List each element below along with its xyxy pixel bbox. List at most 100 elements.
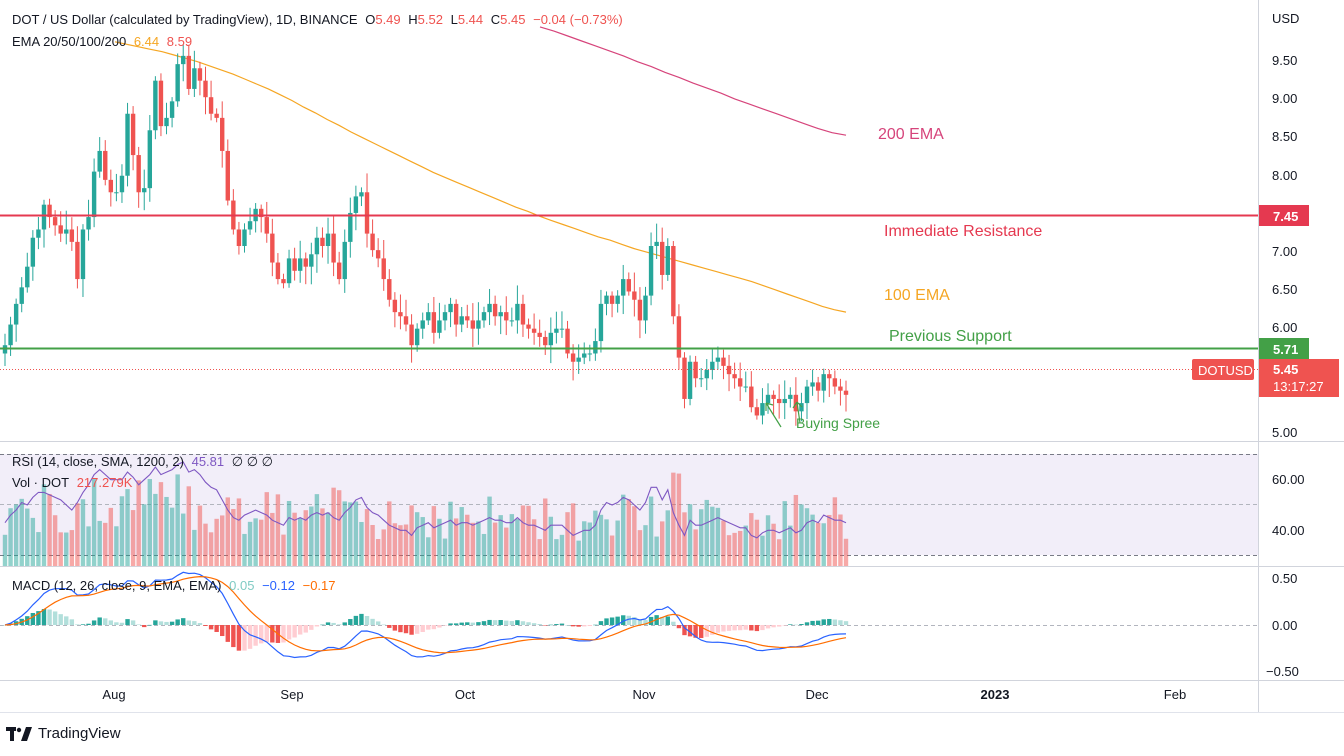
price-axis[interactable]: USD 9.50 9.00 8.50 8.00 7.00 6.50 6.00 5… [1272, 11, 1299, 440]
volume-bar [788, 525, 793, 566]
macd-histogram-bar [498, 620, 503, 625]
volume-bar [776, 539, 782, 566]
volume-bar [821, 523, 826, 566]
macd-histogram-bar [799, 624, 804, 625]
candle-body [175, 64, 180, 102]
volume-bar [336, 490, 342, 566]
macd-histogram-bar [710, 625, 715, 635]
volume-bar [297, 518, 303, 566]
volume-bar [414, 512, 420, 566]
macd-histogram-bar [320, 624, 325, 626]
candle-body [665, 246, 670, 275]
rsi-legend[interactable]: RSI (14, close, SMA, 1200, 2) 45.81 ∅ ∅ … [12, 454, 277, 470]
macd-histogram-bar [576, 625, 581, 627]
volume-bar [247, 521, 253, 566]
macd-histogram-bar [821, 619, 826, 625]
macd-tick: −0.50 [1266, 664, 1299, 679]
volume-bar [220, 515, 225, 566]
last-price-tag [1259, 359, 1339, 397]
macd-histogram-bar [531, 623, 537, 625]
volume-bar [41, 484, 47, 566]
volume-bar [381, 529, 386, 566]
macd-histogram-bar [832, 619, 838, 625]
volume-bar [426, 537, 431, 566]
candle-body [810, 382, 815, 387]
volume-bar [765, 515, 771, 566]
brand-logo[interactable]: TradingView [6, 725, 121, 742]
low-value: 5.44 [457, 12, 484, 27]
candle-body [286, 258, 292, 284]
candle-body [297, 258, 303, 271]
volume-bar [80, 499, 86, 566]
macd-histogram-bar [336, 624, 342, 625]
volume-label: Vol · DOT [12, 475, 70, 490]
macd-histogram-bar [214, 625, 219, 632]
volume-bar [465, 514, 470, 566]
volume-bar [30, 517, 36, 566]
candle-body [453, 303, 459, 325]
macd-histogram-bar [509, 621, 515, 625]
macd-histogram-bar [626, 615, 631, 625]
macd-legend[interactable]: MACD (12, 26, close, 9, EMA, EMA) 0.05 −… [12, 578, 340, 594]
candle-body [554, 328, 559, 333]
volume-bar [387, 501, 392, 566]
volume-bar [737, 530, 743, 566]
volume-bar [715, 507, 721, 566]
macd-histogram-bar [142, 625, 147, 628]
candle-body [838, 386, 843, 391]
candle-body [570, 353, 576, 362]
candle-body [36, 229, 41, 238]
volume-legend[interactable]: Vol · DOT 217.279K [12, 475, 136, 491]
support-annotation: Previous Support [889, 328, 1012, 345]
candle-body [30, 237, 36, 267]
candle-body [387, 279, 392, 300]
candle-body [531, 328, 537, 333]
macd-histogram-bar [69, 619, 75, 625]
candle-body [41, 204, 47, 230]
volume-bar [97, 520, 102, 566]
candle-body [348, 212, 353, 242]
candle-body [119, 175, 125, 193]
volume-bar [175, 474, 180, 566]
ema-legend[interactable]: EMA 20/50/100/200 6.44 8.59 [12, 34, 196, 50]
volume-bar [203, 523, 208, 566]
volume-bar [8, 508, 13, 566]
signal-line [4, 575, 847, 654]
symbol-legend[interactable]: DOT / US Dollar (calculated by TradingVi… [12, 12, 627, 28]
volume-bar [348, 502, 353, 566]
volume-bar [621, 494, 626, 566]
macd-histogram-bar [609, 617, 615, 625]
volume-bar [214, 518, 219, 566]
volume-bar [698, 509, 704, 566]
volume-bar [676, 473, 682, 566]
macd-histogram-bar [297, 625, 303, 635]
candle-body [782, 398, 787, 404]
volume-bar [598, 514, 604, 566]
candle-body [459, 316, 464, 325]
candle-body [80, 229, 86, 280]
candle-body [721, 357, 726, 366]
volume-bar [760, 535, 765, 566]
macd-histogram-bar [225, 625, 230, 642]
candle-body [97, 150, 102, 172]
candle-body [331, 233, 336, 263]
time-axis[interactable]: Aug Sep Oct Nov Dec 2023 Feb [102, 687, 1186, 702]
candle-body [682, 357, 687, 399]
time-tick: Sep [280, 687, 303, 702]
candle-body [676, 316, 682, 358]
support-tag-text: 5.71 [1273, 342, 1298, 357]
macd-histogram-bar [409, 625, 414, 635]
macd-hist-value: 0.05 [229, 578, 255, 593]
candle-body [158, 80, 164, 127]
macd-histogram-bar [465, 622, 470, 625]
candle-body [760, 403, 765, 416]
macd-histogram-bar [292, 625, 297, 638]
volume-bar [420, 517, 425, 566]
macd-histogram-bar [253, 625, 258, 646]
candle-body [626, 279, 631, 292]
macd-histogram-bar [693, 625, 698, 638]
candle-body [687, 361, 693, 399]
volume-bar [91, 478, 97, 566]
candle-body [164, 117, 169, 127]
